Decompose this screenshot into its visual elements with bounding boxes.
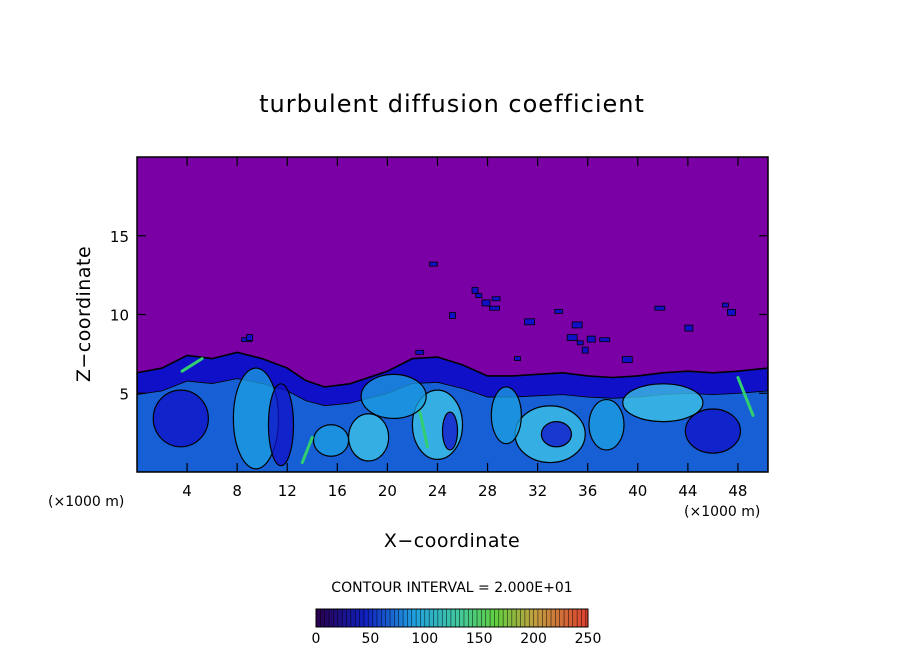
colorbar-ticks: 0 50 100 150 200 250 bbox=[312, 631, 602, 647]
x-tick-label: 44 bbox=[678, 482, 697, 500]
x-unit-right: (×1000 m) bbox=[684, 504, 760, 520]
x-tick-label: 12 bbox=[278, 482, 297, 500]
x-tick-label: 36 bbox=[578, 482, 597, 500]
x-tick-label: 4 bbox=[182, 482, 192, 500]
colorbar-tick-label: 250 bbox=[575, 631, 602, 647]
x-tick-label: 40 bbox=[628, 482, 647, 500]
x-tick-label: 24 bbox=[428, 482, 447, 500]
plot-field bbox=[137, 157, 768, 472]
colorbar-contour-lines bbox=[320, 609, 587, 627]
colorbar bbox=[315, 608, 589, 628]
colorbar-tick-label: 50 bbox=[361, 631, 379, 647]
x-axis: 4 8 12 16 20 24 28 32 36 40 44 48 bbox=[182, 157, 747, 500]
chart-title: turbulent diffusion coefficient bbox=[259, 90, 645, 118]
colorbar-tick-label: 100 bbox=[411, 631, 438, 647]
y-tick-label: 5 bbox=[119, 385, 129, 403]
x-tick-label: 8 bbox=[232, 482, 242, 500]
contour-interval-label: CONTOUR INTERVAL = 2.000E+01 bbox=[331, 580, 572, 596]
x-axis-label: X−coordinate bbox=[384, 530, 520, 552]
y-tick-label: 10 bbox=[110, 307, 129, 325]
colorbar-tick-label: 150 bbox=[466, 631, 493, 647]
eddy-features bbox=[152, 357, 755, 470]
upper-speckles bbox=[241, 261, 736, 364]
y-tick-label: 15 bbox=[110, 228, 129, 246]
y-axis: 5 10 15 bbox=[110, 228, 768, 403]
x-tick-label: 48 bbox=[728, 482, 747, 500]
x-unit-left: (×1000 m) bbox=[48, 494, 124, 510]
colorbar-tick-label: 200 bbox=[520, 631, 547, 647]
x-tick-label: 32 bbox=[528, 482, 547, 500]
colorbar-tick-label: 0 bbox=[312, 631, 321, 647]
x-tick-label: 16 bbox=[328, 482, 347, 500]
x-tick-label: 20 bbox=[378, 482, 397, 500]
x-tick-label: 28 bbox=[478, 482, 497, 500]
y-axis-label: Z−coordinate bbox=[73, 246, 95, 382]
